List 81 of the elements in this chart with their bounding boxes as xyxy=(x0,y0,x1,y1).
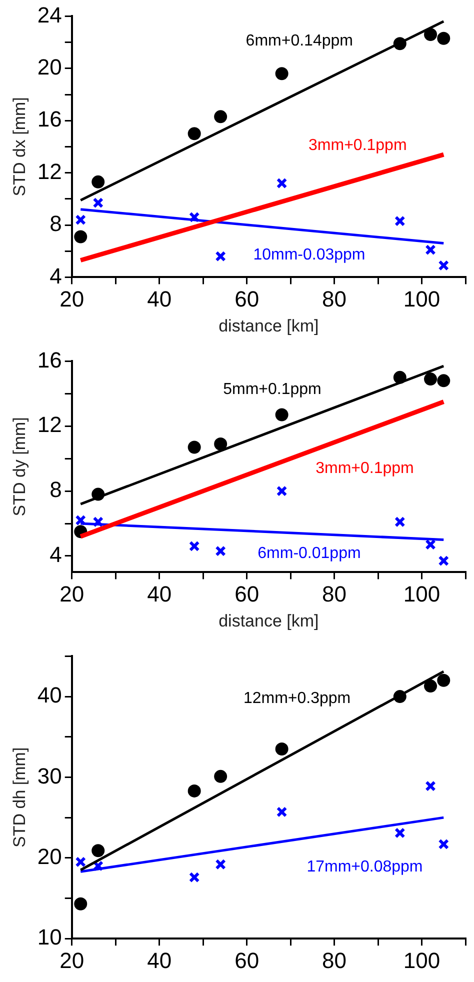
point xyxy=(92,844,105,858)
series-label: 3mm+0.1ppm xyxy=(308,136,407,154)
y-tick-label: 4 xyxy=(50,542,62,568)
point xyxy=(214,437,228,450)
x-tick-label: 60 xyxy=(234,581,260,606)
x-tick-label: 100 xyxy=(403,581,440,606)
point xyxy=(275,742,288,756)
point xyxy=(425,244,436,256)
x-tick-label: 60 xyxy=(234,948,260,973)
point xyxy=(438,555,450,566)
series-label: 3mm+0.1ppm xyxy=(316,460,414,477)
x-tick-label: 40 xyxy=(147,286,172,312)
point xyxy=(188,872,200,883)
x-tick-label: 40 xyxy=(147,948,172,973)
y-tick-label: 8 xyxy=(50,477,62,502)
point xyxy=(276,486,288,496)
point xyxy=(92,516,104,528)
x-tick-label: 80 xyxy=(322,581,347,606)
point xyxy=(425,780,436,792)
series-label: 10mm-0.03ppm xyxy=(253,246,366,264)
point xyxy=(424,680,438,693)
y-axis-title: STD dy [mm] xyxy=(10,417,29,516)
point xyxy=(215,250,226,262)
x-tick-label: 100 xyxy=(403,948,440,973)
point xyxy=(437,32,450,45)
point xyxy=(438,838,450,850)
point xyxy=(214,770,228,783)
point xyxy=(188,540,200,552)
point xyxy=(394,828,406,838)
point xyxy=(188,784,201,798)
point xyxy=(425,539,436,550)
point xyxy=(92,860,104,872)
point xyxy=(188,440,201,454)
series-label: 17mm+0.08ppm xyxy=(306,858,423,876)
y-tick-label: 30 xyxy=(37,763,62,788)
y-tick-label: 20 xyxy=(37,54,62,80)
y-tick-label: 24 xyxy=(37,2,62,28)
y-tick-label: 12 xyxy=(37,412,62,438)
point xyxy=(74,230,88,244)
point xyxy=(276,806,288,818)
y-tick-label: 4 xyxy=(50,263,62,288)
y-tick-label: 16 xyxy=(37,347,62,372)
point xyxy=(214,110,228,124)
series-label: 6mm+0.14ppm xyxy=(246,32,353,50)
y-tick-label: 16 xyxy=(37,106,62,132)
point xyxy=(437,374,450,388)
point xyxy=(74,897,88,910)
series-label: 6mm-0.01ppm xyxy=(258,545,361,562)
point xyxy=(75,856,86,868)
x-tick-label: 40 xyxy=(147,581,172,606)
x-tick-label: 80 xyxy=(322,286,347,312)
y-axis-title: STD dx [mm] xyxy=(10,97,29,196)
point xyxy=(92,175,105,188)
point xyxy=(437,674,450,687)
point xyxy=(438,260,450,271)
x-tick-label: 100 xyxy=(403,286,440,312)
point xyxy=(215,546,226,556)
point xyxy=(275,408,288,422)
y-tick-label: 12 xyxy=(37,158,62,184)
point xyxy=(188,212,200,223)
x-tick-label: 60 xyxy=(234,286,260,312)
point xyxy=(75,214,86,226)
point xyxy=(275,67,288,80)
x-axis-title: distance [km] xyxy=(218,611,319,630)
series-label: 5mm+0.1ppm xyxy=(223,381,322,398)
point xyxy=(92,197,104,208)
y-tick-label: 8 xyxy=(50,211,62,236)
y-tick-label: 10 xyxy=(37,924,62,950)
x-axis-title: distance [km] xyxy=(218,316,319,336)
y-axis-title: STD dh [mm] xyxy=(10,747,29,848)
point xyxy=(394,216,406,226)
point xyxy=(394,516,406,528)
series-label: 12mm+0.3ppm xyxy=(243,690,351,708)
point xyxy=(424,28,438,41)
point xyxy=(276,178,288,189)
y-tick-label: 20 xyxy=(37,844,62,869)
x-tick-label: 80 xyxy=(322,948,347,973)
point xyxy=(215,858,226,870)
point xyxy=(424,372,438,386)
point xyxy=(188,127,201,140)
y-tick-label: 40 xyxy=(37,682,62,708)
